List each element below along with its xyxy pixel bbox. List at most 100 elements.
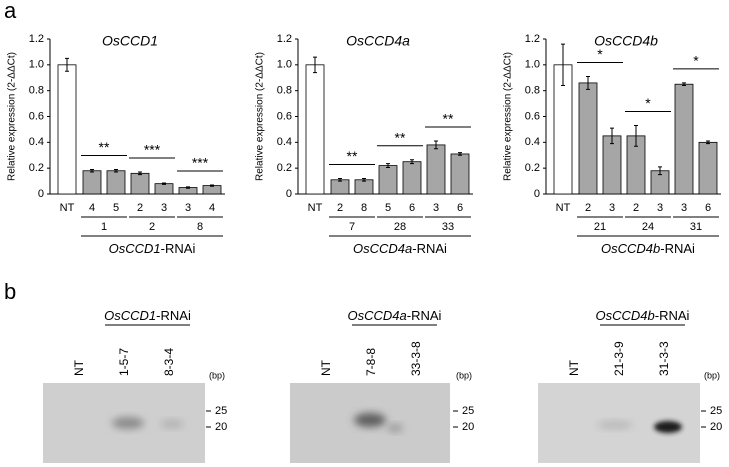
x-axis-label-suffix: -RNAi: [161, 241, 196, 256]
size-unit: (bp): [456, 370, 472, 380]
size-marker: 25: [215, 405, 227, 417]
chart-title: OsCCD4a: [346, 33, 410, 49]
error-bar: [706, 140, 710, 145]
error-bar: [210, 184, 214, 187]
error-bar: [114, 168, 118, 173]
x-tick-label: NT: [308, 202, 323, 214]
error-bar: [561, 43, 565, 86]
blot-header: OsCCD4b-RNAi: [596, 308, 690, 323]
blot-header-gene: OsCCD4a: [348, 308, 407, 323]
y-tick-label: 0.6: [277, 110, 292, 122]
y-tick-label: 1.2: [29, 33, 44, 45]
size-unit: (bp): [704, 370, 720, 380]
y-tick-label: 1.0: [525, 59, 540, 71]
x-tick-label: 2: [633, 202, 639, 214]
x-axis-label-gene: OsCCD1: [109, 241, 161, 256]
bar: [82, 170, 102, 195]
y-tick-label: 0: [534, 188, 540, 200]
error-bar: [186, 186, 190, 189]
y-tick-label: 0.8: [277, 85, 292, 97]
bar: [106, 170, 126, 195]
bar: [130, 172, 150, 195]
group-label: 2: [149, 221, 155, 233]
group-label: 8: [197, 221, 203, 233]
group-label: 31: [690, 221, 702, 233]
bar: [450, 153, 470, 195]
error-bar: [338, 178, 342, 182]
y-tick-label: 1.0: [29, 59, 44, 71]
x-axis-label: OsCCD1-RNAi: [109, 241, 196, 256]
lane-label: NT: [72, 359, 86, 376]
y-tick-label: 1.2: [277, 33, 292, 45]
size-marker: 20: [462, 421, 474, 433]
x-tick-label: 8: [361, 202, 367, 214]
error-bar: [386, 163, 390, 169]
size-marker: 20: [215, 421, 227, 433]
x-tick-label: 4: [209, 202, 215, 214]
x-axis-label-suffix: -RNAi: [660, 241, 695, 256]
blot-image: [290, 383, 450, 463]
x-axis-label-suffix: -RNAi: [412, 241, 447, 256]
error-bar: [682, 82, 686, 86]
error-bar: [634, 125, 638, 147]
blot-header: OsCCD1-RNAi: [104, 308, 191, 323]
x-tick-label: 5: [113, 202, 119, 214]
size-marker: 20: [710, 421, 722, 433]
bar: [674, 83, 694, 195]
group-label: 28: [394, 221, 406, 233]
group-label: 24: [642, 221, 654, 233]
y-tick-label: 0.2: [525, 162, 540, 174]
bar: [402, 161, 422, 195]
size-unit: (bp): [209, 370, 225, 380]
bar: [154, 183, 174, 195]
chart-title: OsCCD1: [102, 33, 158, 49]
lane-label: 1-5-7: [117, 348, 131, 376]
y-tick-label: 0: [38, 188, 44, 200]
blot-header-suffix: -RNAi: [655, 308, 690, 323]
blot-header-suffix: -RNAi: [407, 308, 442, 323]
bar: [202, 185, 222, 195]
y-tick-label: 0.4: [29, 136, 44, 148]
blot-image: [43, 383, 205, 463]
chart-title: OsCCD4b: [594, 33, 658, 49]
x-tick-label: 3: [681, 202, 687, 214]
significance: **: [395, 129, 406, 145]
y-axis-label: Relative expression (2-ΔΔCt): [503, 52, 514, 181]
x-axis-label: OsCCD4b-RNAi: [601, 241, 695, 256]
group-label: 1: [101, 221, 107, 233]
lane-label: 7-8-8: [364, 348, 378, 376]
y-tick-label: 1.2: [525, 33, 540, 45]
significance: *: [693, 53, 699, 69]
error-bar: [362, 178, 366, 182]
size-marker: 25: [710, 405, 722, 417]
x-tick-label: 3: [609, 202, 615, 214]
bar: [602, 135, 622, 195]
lane-label: 31-3-3: [657, 341, 671, 376]
significance: ***: [144, 142, 161, 158]
x-tick-label: 6: [457, 202, 463, 214]
error-bar: [65, 57, 69, 72]
y-tick-label: 0.8: [29, 85, 44, 97]
blot-header-gene: OsCCD1: [104, 308, 156, 323]
group-label: 21: [594, 221, 606, 233]
x-tick-label: NT: [556, 202, 571, 214]
bar: [330, 179, 350, 195]
error-bar: [434, 140, 438, 150]
lane-label: NT: [319, 359, 333, 376]
y-tick-label: 0.2: [29, 162, 44, 174]
bar: [354, 179, 374, 195]
x-tick-label: 6: [409, 202, 415, 214]
y-axis-label: Relative expression (2-ΔΔCt): [7, 52, 18, 181]
x-tick-label: 2: [337, 202, 343, 214]
y-tick-label: 0.6: [29, 110, 44, 122]
lane-label: 21-3-9: [612, 341, 626, 376]
significance: **: [99, 139, 110, 155]
significance: **: [443, 111, 454, 127]
bar: [698, 141, 718, 195]
error-bar: [586, 75, 590, 90]
x-tick-label: 3: [433, 202, 439, 214]
bar: [578, 82, 598, 195]
blot-header-suffix: -RNAi: [156, 308, 191, 323]
group-label: 33: [442, 221, 454, 233]
